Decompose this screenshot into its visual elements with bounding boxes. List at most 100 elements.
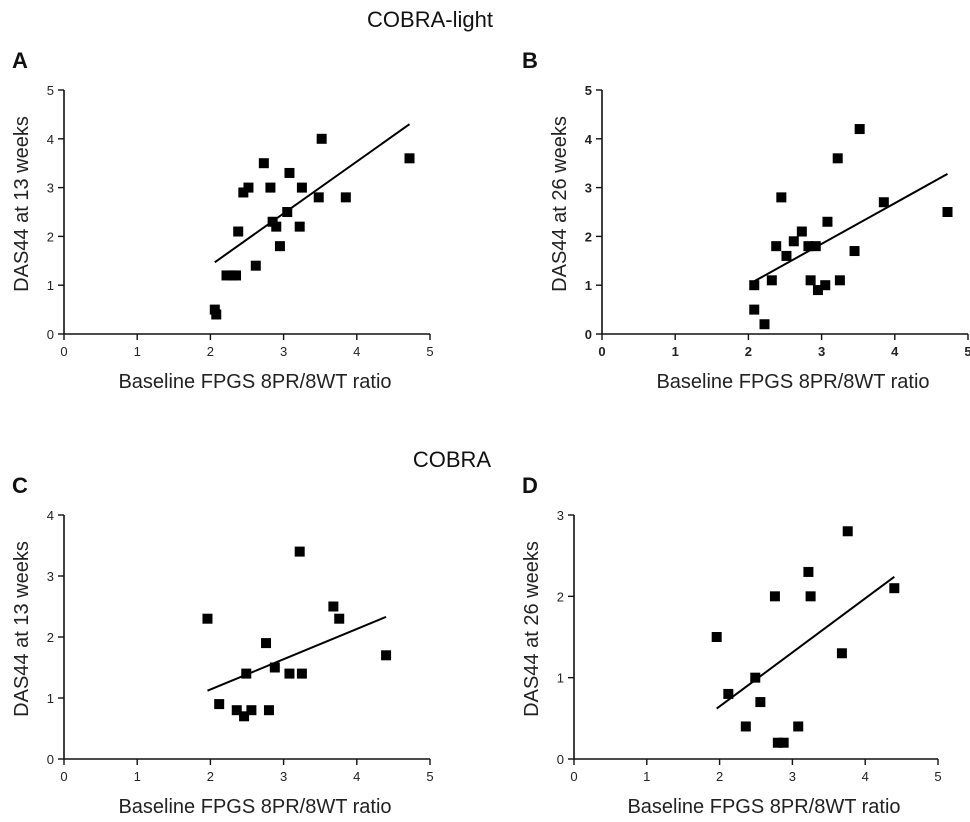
data-point [250,260,261,271]
data-point [776,192,787,203]
panel-b: B 0 1 2 3 4 5 0 1 2 3 4 5 Baseline FPGS 8PR/8WT rati… [522,48,970,393]
data-point [723,688,734,699]
x-tick-label: 0 [60,769,67,784]
data-point [820,280,831,291]
x-axis-label: Baseline FPGS 8PR/8WT ratio [118,796,391,818]
data-point [313,192,324,203]
panel-a: A 0 1 2 3 4 5 0 1 2 3 4 5 Baseline FPGS 8PR/8WT rati… [11,48,434,393]
data-point [755,697,766,708]
data-point [740,721,751,732]
data-point [296,182,307,193]
x-axis-label: Baseline FPGS 8PR/8WT ratio [627,796,900,818]
data-point [781,250,792,261]
x-tick-label: 2 [207,769,214,784]
panel-c: C 0 1 2 3 4 5 0 1 2 3 4 Baseline FPGS 8PR/8WT ratio… [11,473,434,818]
data-point [832,153,843,164]
y-tick-label: 0 [585,327,592,342]
data-point [854,124,865,135]
data-point [269,662,280,673]
data-point [796,226,807,237]
data-point [239,711,250,722]
data-point [778,737,789,748]
data-point [334,613,345,624]
data-point [231,705,242,716]
x-tick-label: 4 [862,769,869,784]
data-point [211,309,222,320]
y-tick-label: 3 [585,181,592,196]
data-point [233,226,244,237]
y-tick-label: 5 [47,83,54,98]
data-point [772,737,783,748]
data-point [274,241,285,252]
data-point [261,638,272,649]
regression-line [214,123,411,264]
panel-label: D [522,473,538,498]
panel-label: C [12,473,28,498]
y-tick-label: 2 [585,229,592,244]
data-point [231,270,242,281]
panel-label: A [12,48,28,73]
data-point [812,285,823,296]
y-axis-label: DAS44 at 13 weeks [11,541,33,717]
data-point [878,197,889,208]
y-tick-label: 4 [585,132,593,147]
x-tick-label: 0 [60,344,67,359]
data-point [263,705,274,716]
data-point [793,721,804,732]
y-tick-label: 2 [47,229,54,244]
y-axis-label: DAS44 at 26 weeks [549,116,571,292]
data-point [788,236,799,247]
x-axis-label: Baseline FPGS 8PR/8WT ratio [118,371,391,393]
data-point [238,187,249,198]
x-axis-label: Baseline FPGS 8PR/8WT ratio [656,371,929,393]
y-tick-label: 3 [47,569,54,584]
x-tick-label: 4 [891,344,899,359]
data-point [202,613,213,624]
data-point [243,182,254,193]
y-tick-label: 3 [557,508,564,523]
data-point [842,526,853,537]
panel-label: B [522,48,538,73]
y-axis-label: DAS44 at 26 weeks [521,541,543,717]
x-tick-label: 3 [280,344,287,359]
data-point [214,699,225,710]
data-point [759,319,770,330]
y-axis-label: DAS44 at 13 weeks [11,116,33,292]
data-point [766,275,777,286]
regression-line [716,576,895,710]
data-point [834,275,845,286]
x-tick-label: 2 [716,769,723,784]
x-tick-label: 1 [672,344,679,359]
y-tick-label: 0 [557,752,564,767]
data-point [284,167,295,178]
data-point [836,648,847,659]
y-tick-label: 0 [47,752,54,767]
data-point [803,566,814,577]
x-tick-label: 5 [426,344,433,359]
x-tick-label: 3 [789,769,796,784]
group-title-cobra: COBRA [413,447,492,472]
data-point [271,221,282,232]
x-tick-label: 3 [280,769,287,784]
y-tick-label: 4 [47,508,54,523]
data-point [258,158,269,169]
x-tick-label: 3 [818,344,825,359]
data-point [771,241,782,252]
data-point [282,207,293,217]
data-point [805,591,816,602]
data-point [849,246,860,257]
data-point [769,591,780,602]
data-point [749,304,760,315]
y-tick-label: 0 [47,327,54,342]
y-tick-label: 2 [47,630,54,645]
data-point [221,270,232,281]
data-point [381,650,392,661]
y-tick-label: 1 [47,278,54,293]
data-point [889,583,900,594]
regression-line [207,615,387,692]
y-tick-label: 1 [585,278,592,293]
x-tick-label: 0 [598,344,605,359]
x-tick-label: 4 [353,769,360,784]
data-point [284,668,295,679]
